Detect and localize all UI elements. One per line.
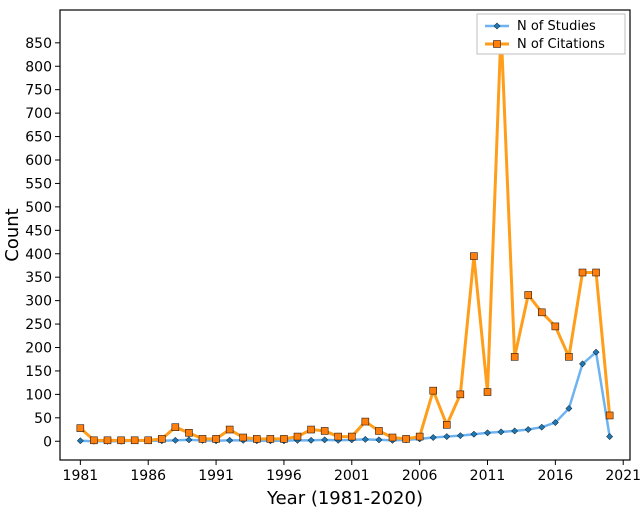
marker-citations	[321, 427, 328, 434]
x-tick-label: 2011	[470, 468, 506, 484]
marker-citations	[470, 253, 477, 260]
marker-citations	[416, 433, 423, 440]
line-chart: 1981 1986 1991 1996 2001 2006 2011 2016 2021 Year…	[0, 0, 640, 514]
marker-citations	[538, 309, 545, 316]
marker-citations	[131, 437, 138, 444]
marker-citations	[457, 391, 464, 398]
y-tick-label: 200	[25, 341, 52, 357]
chart-container: 1981 1986 1991 1996 2001 2006 2011 2016 2021 Year…	[0, 0, 640, 514]
marker-citations	[185, 429, 192, 436]
x-tick-label: 2016	[538, 468, 574, 484]
marker-citations	[226, 426, 233, 433]
marker-citations	[199, 435, 206, 442]
marker-citations	[335, 433, 342, 440]
y-tick-label: 550	[25, 176, 52, 192]
marker-citations	[525, 292, 532, 299]
y-tick-label: 350	[25, 270, 52, 286]
x-tick-label: 1991	[198, 468, 234, 484]
marker-citations	[308, 426, 315, 433]
marker-citations	[403, 435, 410, 442]
x-tick-label: 1986	[130, 468, 166, 484]
marker-citations	[145, 437, 152, 444]
marker-citations	[348, 433, 355, 440]
marker-citations	[267, 435, 274, 442]
y-tick-label: 300	[25, 294, 52, 310]
marker-citations	[362, 418, 369, 425]
marker-citations	[389, 434, 396, 441]
y-tick-label: 450	[25, 223, 52, 239]
legend-label: N of Studies	[517, 19, 596, 34]
x-axis-label: Year (1981-2020)	[266, 488, 423, 509]
marker-citations	[240, 434, 247, 441]
y-tick-label: 800	[25, 59, 52, 75]
marker-citations	[77, 425, 84, 432]
y-tick-label: 250	[25, 317, 52, 333]
y-tick-label: 750	[25, 83, 52, 99]
y-tick-label: 0	[43, 434, 52, 450]
marker-citations	[213, 435, 220, 442]
marker-citations	[511, 353, 518, 360]
marker-citations	[565, 353, 572, 360]
marker-citations	[606, 412, 613, 419]
marker-citations	[294, 433, 301, 440]
marker-citations	[484, 389, 491, 396]
marker-citations	[443, 421, 450, 428]
marker-citations	[593, 269, 600, 276]
x-tick-label: 2001	[334, 468, 370, 484]
y-tick-label: 650	[25, 130, 52, 146]
marker-citations	[375, 427, 382, 434]
legend-label: N of Citations	[517, 37, 605, 52]
marker-citations	[552, 323, 559, 330]
marker-citations	[90, 437, 97, 444]
marker-citations	[280, 435, 287, 442]
y-axis-label: Count	[2, 208, 23, 261]
y-tick-label: 600	[25, 153, 52, 169]
marker-citations	[172, 424, 179, 431]
x-tick-label: 1996	[266, 468, 302, 484]
y-tick-label: 500	[25, 200, 52, 216]
y-tick-label: 100	[25, 387, 52, 403]
y-tick-label: 150	[25, 364, 52, 380]
x-tick-label: 2006	[402, 468, 438, 484]
legend: N of Studies N of Citations	[477, 14, 625, 54]
x-tick-label: 2021	[605, 468, 640, 484]
y-tick-label: 850	[25, 36, 52, 52]
marker-citations	[253, 435, 260, 442]
y-tick-label: 700	[25, 106, 52, 122]
y-tick-label: 50	[34, 411, 52, 427]
marker-citations	[430, 387, 437, 394]
x-tick-label: 1981	[63, 468, 99, 484]
y-tick-label: 400	[25, 247, 52, 263]
marker-citations	[104, 437, 111, 444]
marker-citations	[118, 437, 125, 444]
marker-citations	[158, 435, 165, 442]
marker-citations	[579, 269, 586, 276]
